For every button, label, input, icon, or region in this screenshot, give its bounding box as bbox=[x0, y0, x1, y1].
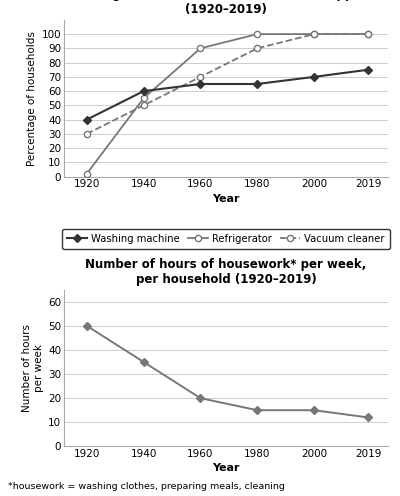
Y-axis label: Percentage of households: Percentage of households bbox=[28, 31, 38, 166]
Legend: Washing machine, Refrigerator, Vacuum cleaner: Washing machine, Refrigerator, Vacuum cl… bbox=[62, 229, 390, 248]
X-axis label: Year: Year bbox=[212, 463, 240, 473]
Title: Number of hours of housework* per week,
per household (1920–2019): Number of hours of housework* per week, … bbox=[85, 257, 367, 286]
Y-axis label: Number of hours
per week: Number of hours per week bbox=[22, 324, 44, 412]
X-axis label: Year: Year bbox=[212, 193, 240, 203]
Text: *housework = washing clothes, preparing meals, cleaning: *housework = washing clothes, preparing … bbox=[8, 482, 285, 491]
Title: Percentage of households with electrical appliances
(1920–2019): Percentage of households with electrical… bbox=[53, 0, 399, 16]
